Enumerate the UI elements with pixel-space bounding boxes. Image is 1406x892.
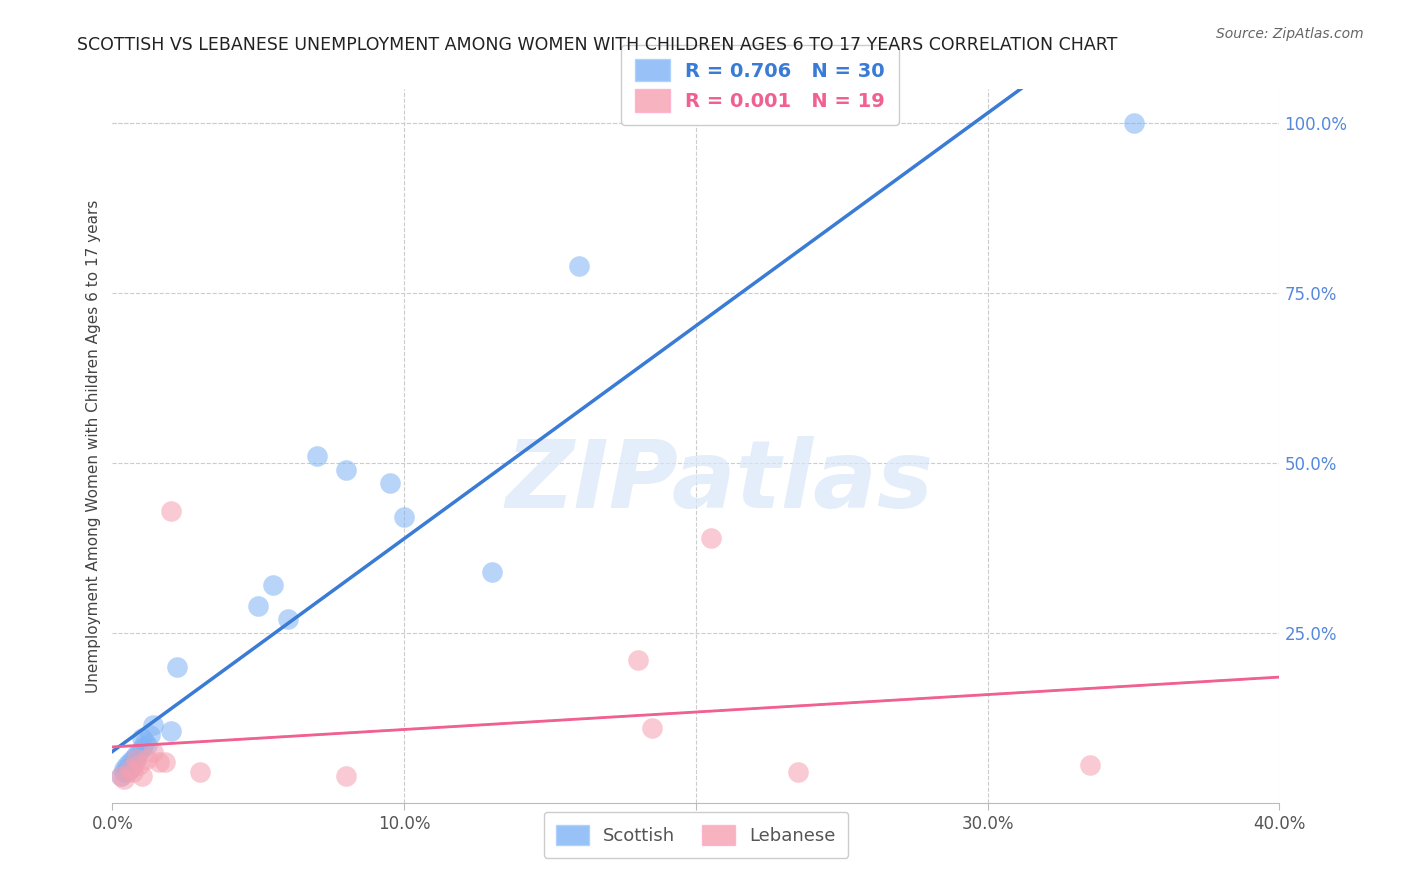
Point — [394, 510, 416, 524]
Point — [142, 717, 165, 731]
Point — [305, 449, 328, 463]
Point — [1078, 758, 1101, 772]
Point — [112, 772, 135, 786]
Point — [153, 755, 176, 769]
Text: ZIPatlas: ZIPatlas — [505, 435, 934, 528]
Point — [122, 758, 145, 772]
Point — [131, 769, 153, 783]
Point — [136, 751, 159, 765]
Point — [335, 769, 357, 783]
Point — [131, 741, 153, 756]
Point — [160, 503, 183, 517]
Point — [262, 578, 284, 592]
Legend: Scottish, Lebanese: Scottish, Lebanese — [544, 812, 848, 858]
Point — [125, 751, 148, 765]
Point — [247, 599, 270, 613]
Point — [148, 755, 170, 769]
Point — [166, 660, 188, 674]
Point — [112, 765, 135, 780]
Point — [118, 762, 141, 776]
Point — [110, 769, 132, 783]
Point — [118, 755, 141, 769]
Point — [188, 765, 211, 780]
Point — [641, 721, 664, 735]
Point — [112, 762, 135, 776]
Point — [125, 751, 148, 765]
Point — [134, 734, 156, 748]
Point — [276, 612, 298, 626]
Point — [131, 731, 153, 746]
Point — [568, 259, 591, 273]
Point — [128, 745, 150, 759]
Point — [142, 745, 165, 759]
Point — [627, 653, 650, 667]
Point — [139, 728, 162, 742]
Point — [335, 463, 357, 477]
Point — [122, 751, 145, 765]
Point — [115, 765, 138, 780]
Text: Source: ZipAtlas.com: Source: ZipAtlas.com — [1216, 27, 1364, 41]
Point — [378, 476, 401, 491]
Point — [160, 724, 183, 739]
Point — [481, 565, 503, 579]
Y-axis label: Unemployment Among Women with Children Ages 6 to 17 years: Unemployment Among Women with Children A… — [86, 199, 101, 693]
Point — [128, 758, 150, 772]
Text: SCOTTISH VS LEBANESE UNEMPLOYMENT AMONG WOMEN WITH CHILDREN AGES 6 TO 17 YEARS C: SCOTTISH VS LEBANESE UNEMPLOYMENT AMONG … — [77, 36, 1118, 54]
Point — [125, 748, 148, 763]
Point — [699, 531, 721, 545]
Point — [787, 765, 810, 780]
Point — [118, 762, 141, 776]
Point — [115, 758, 138, 772]
Point — [136, 738, 159, 752]
Point — [122, 765, 145, 780]
Point — [110, 769, 132, 783]
Point — [1122, 116, 1144, 130]
